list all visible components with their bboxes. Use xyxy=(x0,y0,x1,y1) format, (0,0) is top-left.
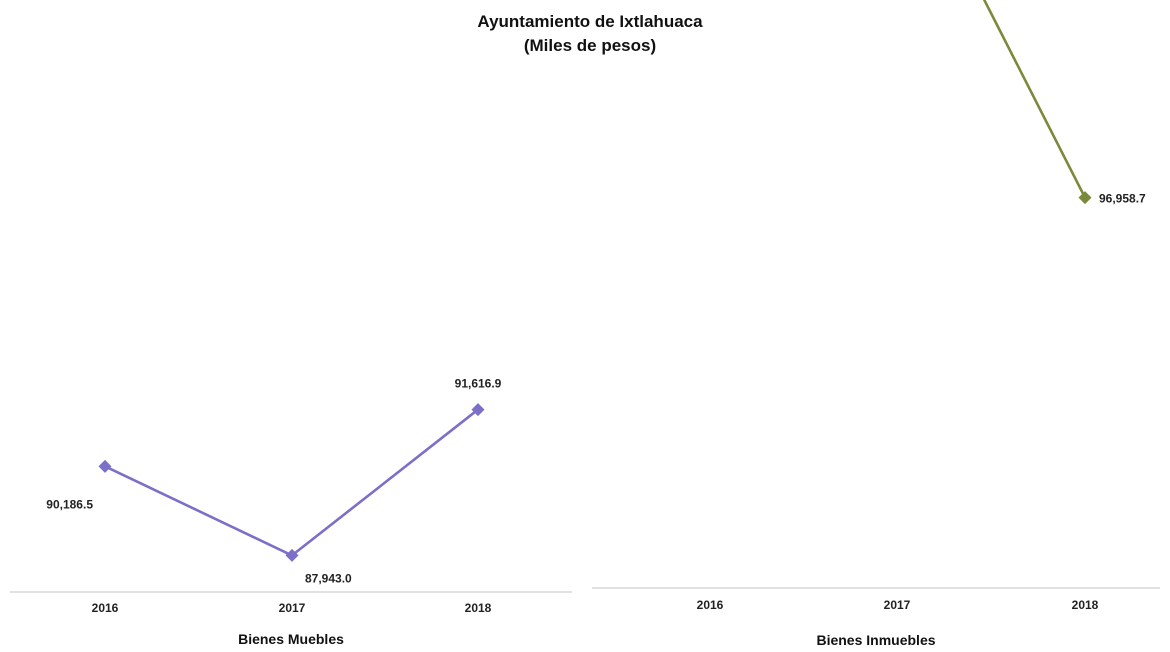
data-point-marker xyxy=(285,548,299,562)
x-tick-label: 2016 xyxy=(92,601,119,615)
chart-panel-1: 2016 2017 2018 Bienes Muebles 90,186.5 87,943… xyxy=(10,377,572,647)
series-line xyxy=(982,0,1087,199)
data-point-marker xyxy=(471,403,485,417)
chart-title: Ayuntamiento de Ixtlahuaca xyxy=(477,12,703,31)
series-line xyxy=(103,408,480,557)
x-tick-label: 2016 xyxy=(697,598,724,612)
x-tick-label: 2017 xyxy=(884,598,911,612)
data-label: 87,943.0 xyxy=(305,571,352,585)
data-point-marker xyxy=(98,459,112,473)
x-tick-label: 2018 xyxy=(465,601,492,615)
x-axis-title: Bienes Inmuebles xyxy=(816,632,935,648)
x-tick-label: 2018 xyxy=(1072,598,1099,612)
data-label: 91,616.9 xyxy=(455,377,502,391)
data-label: 90,186.5 xyxy=(46,497,93,511)
data-label: 96,958.7 xyxy=(1099,192,1146,206)
x-axis-title: Bienes Muebles xyxy=(238,631,344,647)
chart-subtitle: (Miles de pesos) xyxy=(524,36,656,55)
data-point-marker xyxy=(1078,191,1092,205)
x-tick-label: 2017 xyxy=(279,601,306,615)
chart-panels: 2016 2017 2018 Bienes Muebles 90,186.5 87,943… xyxy=(10,0,1160,648)
